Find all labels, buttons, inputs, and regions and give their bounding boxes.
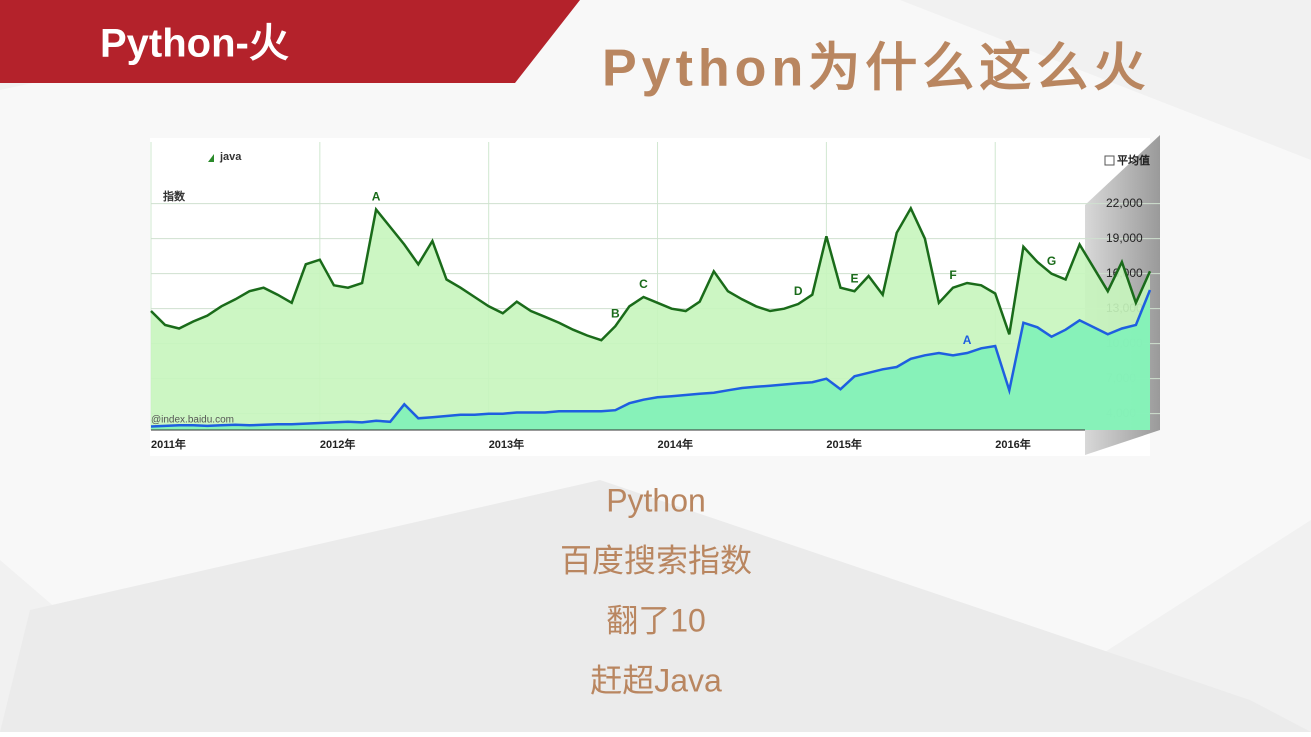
point-label: A	[372, 190, 381, 204]
x-tick-label: 2015年	[826, 437, 861, 451]
bg-shape	[0, 480, 1311, 732]
x-tick-label: 2016年	[995, 437, 1030, 451]
y-label: 指数	[163, 189, 186, 203]
legend-text: java	[219, 151, 242, 163]
watermark: @index.baidu.com	[151, 415, 234, 426]
point-label: C	[639, 277, 648, 291]
caption-line: 赶超Java	[590, 662, 722, 698]
caption-line: 翻了10	[606, 602, 706, 638]
average-label: 平均值	[1117, 153, 1150, 167]
point-label: E	[851, 271, 859, 285]
series-line	[150, 289, 1152, 428]
banner-text: Python-火	[100, 22, 289, 66]
banner	[0, 0, 580, 83]
point-label: G	[1047, 254, 1056, 268]
area-fill	[151, 290, 1150, 430]
title: Python为什么这么火	[602, 40, 1150, 98]
caption-line: Python	[606, 482, 706, 518]
series-line	[150, 205, 1152, 342]
point-label: A	[963, 333, 972, 347]
x-tick-label: 2014年	[658, 437, 693, 451]
point-label: F	[949, 268, 956, 282]
y-tick-label: 22,000	[1106, 196, 1143, 210]
checkbox[interactable]	[1104, 155, 1115, 166]
plot: 2011年2012年2013年2014年2015年2016年4,0007,000…	[150, 142, 1160, 451]
point-label: D	[794, 284, 803, 298]
y-tick-label: 19,000	[1106, 231, 1143, 245]
x-tick-label: 2012年	[320, 437, 355, 451]
caption-line: 百度搜索指数	[560, 542, 752, 578]
x-tick-label: 2011年	[151, 437, 186, 451]
point-label: B	[611, 306, 620, 320]
legend-icon	[208, 154, 214, 162]
x-tick-label: 2013年	[489, 437, 524, 451]
